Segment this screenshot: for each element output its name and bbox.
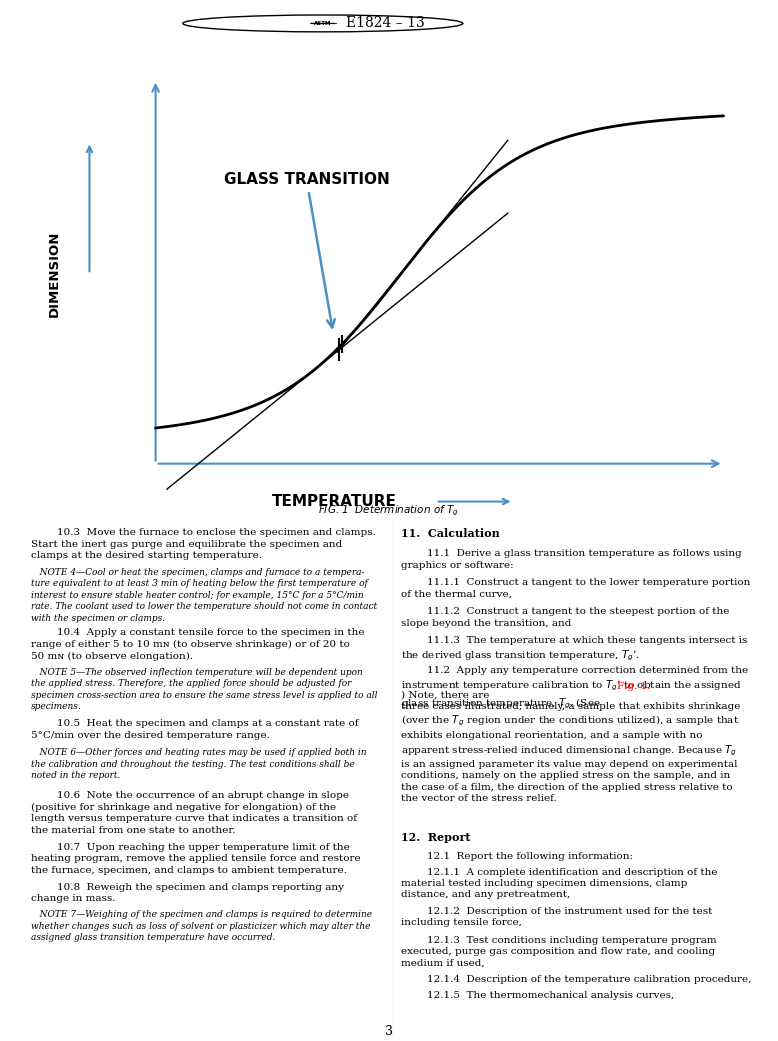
Text: 11.1.3  The temperature at which these tangents intersect is
the derived glass t: 11.1.3 The temperature at which these ta… xyxy=(401,636,747,663)
Text: 11.1  Derive a glass transition temperature as follows using
graphics or softwar: 11.1 Derive a glass transition temperatu… xyxy=(401,550,741,569)
Text: 12.1.2  Description of the instrument used for the test
including tensile force,: 12.1.2 Description of the instrument use… xyxy=(401,907,712,928)
Text: ASTM: ASTM xyxy=(314,21,331,26)
Text: 10.7  Upon reaching the upper temperature limit of the
heating program, remove t: 10.7 Upon reaching the upper temperature… xyxy=(31,843,361,874)
Text: 10.8  Reweigh the specimen and clamps reporting any
change in mass.: 10.8 Reweigh the specimen and clamps rep… xyxy=(31,883,344,904)
Text: 11.2  Apply any temperature correction determined from the
instrument temperatur: 11.2 Apply any temperature correction de… xyxy=(401,666,748,711)
Text: NOTE 5—The observed inflection temperature will be dependent upon
the applied st: NOTE 5—The observed inflection temperatu… xyxy=(31,667,377,711)
Text: DIMENSION: DIMENSION xyxy=(48,231,61,318)
Text: NOTE 7—Weighing of the specimen and clamps is required to determine
whether chan: NOTE 7—Weighing of the specimen and clam… xyxy=(31,910,372,942)
Text: GLASS TRANSITION: GLASS TRANSITION xyxy=(224,173,390,328)
Text: Fig. 1.: Fig. 1. xyxy=(618,682,650,691)
Text: NOTE 4—Cool or heat the specimen, clamps and furnace to a tempera-
ture equivale: NOTE 4—Cool or heat the specimen, clamps… xyxy=(31,567,377,623)
Text: 3: 3 xyxy=(385,1025,393,1038)
Text: 12.1  Report the following information:: 12.1 Report the following information: xyxy=(401,852,633,861)
Text: 11.1.2  Construct a tangent to the steepest portion of the
slope beyond the tran: 11.1.2 Construct a tangent to the steepe… xyxy=(401,607,729,628)
Text: 10.6  Note the occurrence of an abrupt change in slope
(positive for shrinkage a: 10.6 Note the occurrence of an abrupt ch… xyxy=(31,791,357,835)
Text: 11.  Calculation: 11. Calculation xyxy=(401,529,499,539)
Text: 12.1.4  Description of the temperature calibration procedure,: 12.1.4 Description of the temperature ca… xyxy=(401,975,751,985)
Text: 10.4  Apply a constant tensile force to the specimen in the
range of either 5 to: 10.4 Apply a constant tensile force to t… xyxy=(31,629,365,661)
Text: 11.1.1  Construct a tangent to the lower temperature portion
of the thermal curv: 11.1.1 Construct a tangent to the lower … xyxy=(401,579,750,599)
Text: 12.1.1  A complete identification and description of the
material tested includi: 12.1.1 A complete identification and des… xyxy=(401,867,717,899)
Text: FIG. 1  Determination of $T_g$: FIG. 1 Determination of $T_g$ xyxy=(318,504,460,518)
Text: NOTE 6—Other forces and heating rates may be used if applied both in
the calibra: NOTE 6—Other forces and heating rates ma… xyxy=(31,748,366,780)
Text: ) Note, there are
three cases illustrated, namely, a sample that exhibits shrink: ) Note, there are three cases illustrate… xyxy=(401,690,740,804)
Text: 12.  Report: 12. Report xyxy=(401,832,470,843)
Text: 10.3  Move the furnace to enclose the specimen and clamps.
Start the inert gas p: 10.3 Move the furnace to enclose the spe… xyxy=(31,529,376,560)
Text: E1824 – 13: E1824 – 13 xyxy=(346,17,425,30)
Text: 10.5  Heat the specimen and clamps at a constant rate of
5°C/min over the desire: 10.5 Heat the specimen and clamps at a c… xyxy=(31,719,359,740)
Text: TEMPERATURE: TEMPERATURE xyxy=(272,494,397,509)
Text: 12.1.3  Test conditions including temperature program
executed, purge gas compos: 12.1.3 Test conditions including tempera… xyxy=(401,936,717,968)
Text: 12.1.5  The thermomechanical analysis curves,: 12.1.5 The thermomechanical analysis cur… xyxy=(401,991,674,1000)
